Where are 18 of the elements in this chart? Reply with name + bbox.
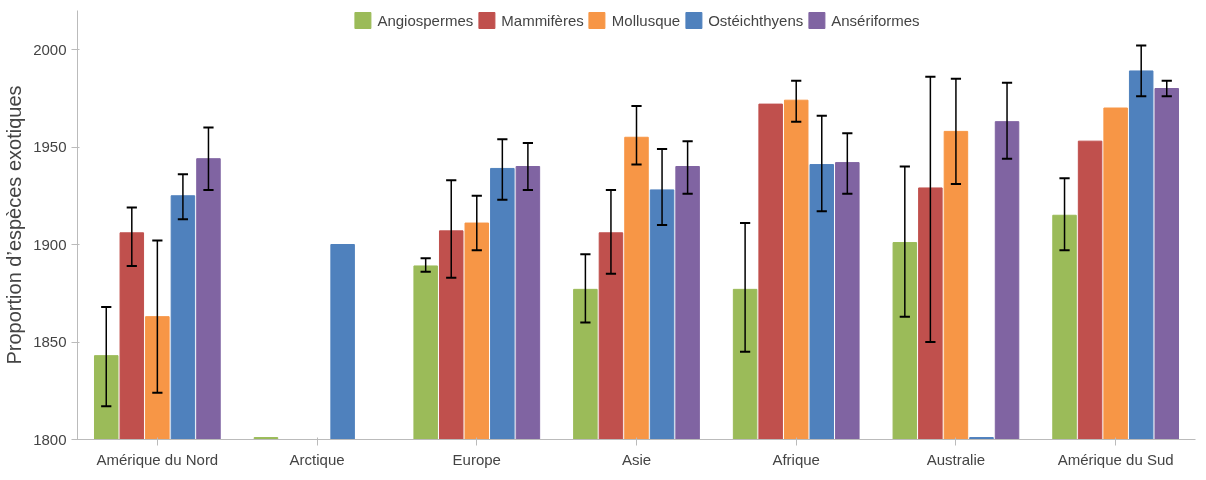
y-tick-label: 1950 (33, 138, 67, 155)
y-tick-label: 1900 (33, 235, 67, 253)
legend-label: Ostéichthyens (708, 11, 804, 29)
y-axis-title: Proportion d’espèces exotiques (3, 85, 26, 365)
legend-label: Ansériformes (831, 11, 920, 29)
y-tick-label: 2000 (33, 40, 67, 58)
x-tick-label: Europe (452, 450, 501, 468)
y-tick-label: 1850 (33, 333, 67, 350)
x-tick-label: Amérique du Nord (96, 450, 219, 468)
x-tick-label: Arctique (289, 450, 345, 468)
legend-label: Mollusque (611, 11, 681, 29)
x-tick-label: Afrique (772, 450, 820, 468)
legend-label: Mammifères (501, 11, 584, 29)
y-tick-label: 1800 (33, 430, 67, 448)
x-tick-label: Australie (926, 450, 986, 468)
legend-label: Angiospermes (377, 11, 474, 29)
x-tick-label: Asie (621, 450, 652, 468)
x-tick-label: Amérique du Sud (1057, 450, 1174, 468)
